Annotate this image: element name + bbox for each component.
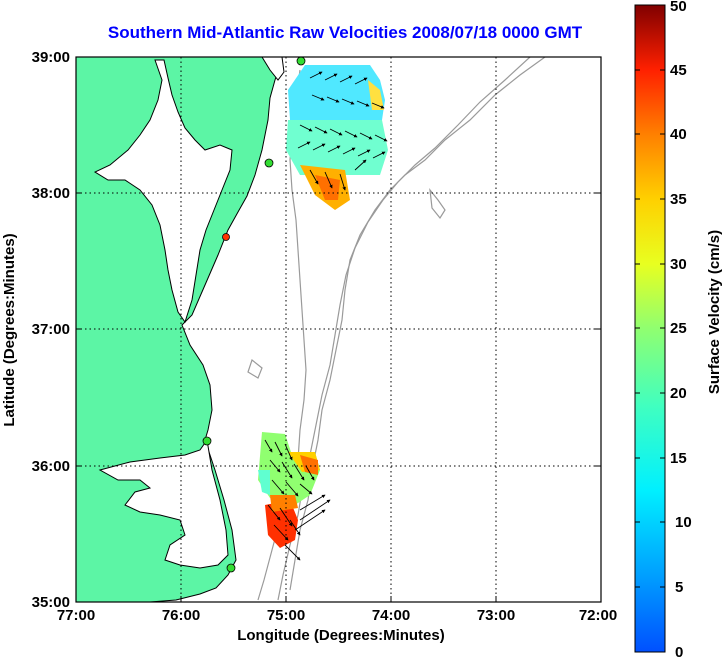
station-marker <box>202 436 212 446</box>
colorbar-tick-label: 10 <box>675 514 692 531</box>
colorbar-tick-label: 35 <box>670 191 687 208</box>
y-axis-label: Latitude (Degrees:Minutes) <box>1 233 18 426</box>
station-marker <box>296 57 306 66</box>
x-tick-label: 73:00 <box>477 607 515 624</box>
velocity-arrows-north <box>297 71 388 191</box>
x-tick-label: 75:00 <box>267 607 305 624</box>
colorbar-tick-label: 45 <box>670 62 687 79</box>
x-tick-label: 74:00 <box>372 607 410 624</box>
colorbar-tick-label: 20 <box>670 385 687 402</box>
colorbar-tick-label: 15 <box>670 450 687 467</box>
grid-lines <box>76 57 601 602</box>
y-tick-label: 37:00 <box>32 321 70 338</box>
x-tick-labels: 77:00 76:00 75:00 74:00 73:00 72:00 <box>57 607 617 624</box>
delaware-bay <box>261 57 285 81</box>
y-tick-label: 36:00 <box>32 458 70 475</box>
tick-marks <box>75 56 602 603</box>
colorbar-tick-label: 30 <box>670 256 687 273</box>
y-tick-label: 39:00 <box>32 49 70 66</box>
colorbar-tick-label: 50 <box>670 0 687 15</box>
x-tick-label: 72:00 <box>579 607 617 624</box>
chesapeake-bay <box>93 59 233 324</box>
velocity-field-north <box>286 65 388 210</box>
colorbar-tick-label: 5 <box>675 579 683 596</box>
y-tick-label: 35:00 <box>32 594 70 611</box>
colorbar-tick-label: 25 <box>670 320 687 337</box>
chart-title: Southern Mid-Atlantic Raw Velocities 200… <box>108 23 583 42</box>
x-axis-label: Longitude (Degrees:Minutes) <box>237 627 445 644</box>
velocity-field-south <box>258 432 331 561</box>
y-tick-labels: 39:00 38:00 37:00 36:00 35:00 <box>32 49 70 611</box>
colorbar-tick-labels: 50 45 40 35 30 25 20 15 10 5 0 <box>670 0 692 659</box>
hf-radar-stations <box>202 57 306 573</box>
station-marker <box>226 563 236 573</box>
pamlico-sound <box>98 438 229 569</box>
colorbar: 50 45 40 35 30 25 20 15 10 5 0 Surface V… <box>634 0 723 659</box>
colorbar-label: Surface Velocity (cm/s) <box>706 230 723 394</box>
colorbar-tick-label: 40 <box>670 126 687 143</box>
station-marker <box>264 158 274 168</box>
colorbar-ticks <box>635 69 665 588</box>
y-tick-label: 38:00 <box>32 185 70 202</box>
x-tick-label: 77:00 <box>57 607 95 624</box>
colorbar-tick-label: 0 <box>675 644 683 659</box>
x-tick-label: 76:00 <box>162 607 200 624</box>
station-marker <box>222 233 230 241</box>
